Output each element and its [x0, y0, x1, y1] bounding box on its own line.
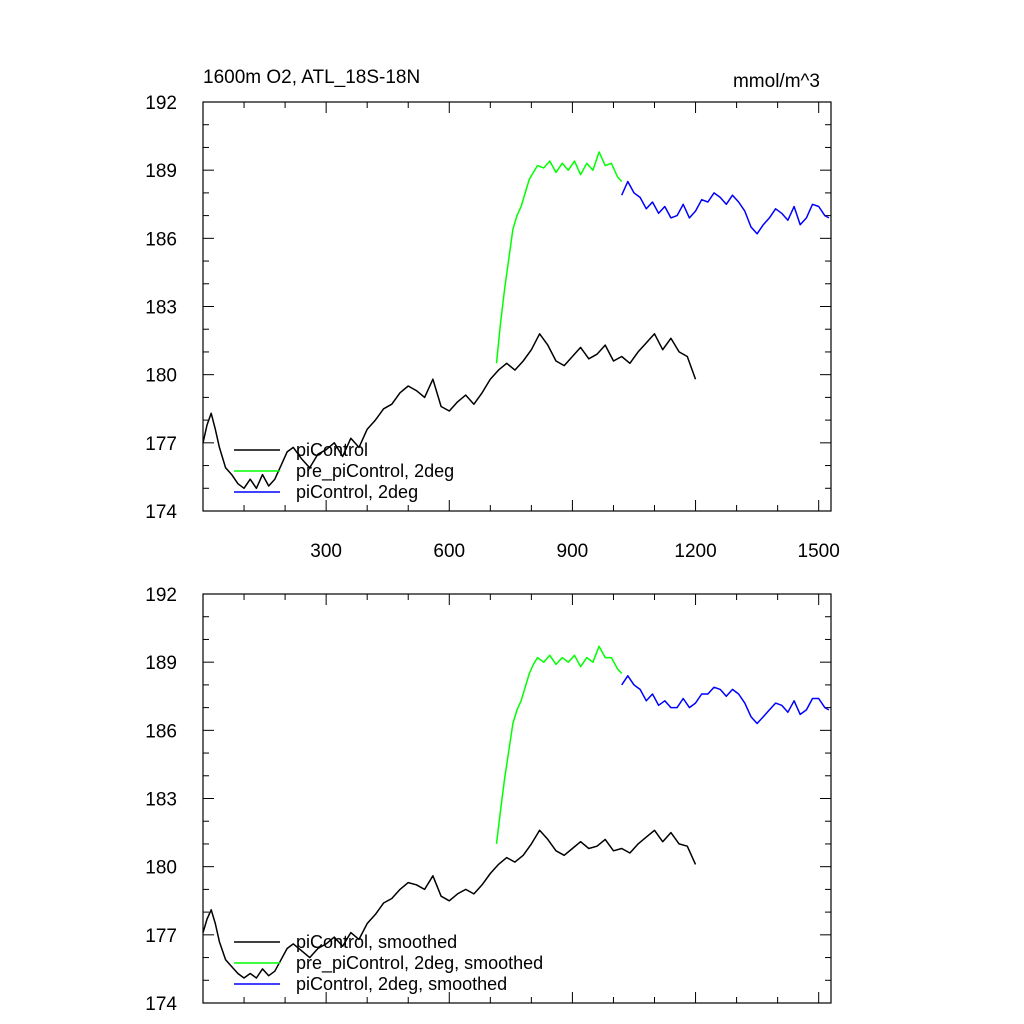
series-line-picontrol-2deg-smoothed — [621, 675, 830, 725]
x-tick-label: 600 — [433, 541, 465, 562]
legend-label: pre_piControl, 2deg, smoothed — [296, 953, 543, 974]
y-tick-label: 183 — [145, 298, 177, 319]
series-line-pre-picontrol-2deg-smoothed — [495, 645, 623, 844]
legend-label: piControl — [296, 440, 368, 460]
units-label: mmol/m^3 — [733, 71, 820, 92]
y-tick-label: 174 — [145, 994, 177, 1015]
series-line-picontrol — [202, 333, 697, 490]
y-tick-label: 180 — [145, 366, 177, 387]
legend-label: piControl, 2deg, smoothed — [296, 974, 507, 994]
y-tick-label: 192 — [145, 93, 177, 114]
y-tick-label: 177 — [145, 926, 177, 947]
y-tick-label: 189 — [145, 161, 177, 182]
y-tick-label: 186 — [145, 229, 177, 250]
y-tick-label: 186 — [145, 721, 177, 742]
y-tick-label: 180 — [145, 858, 177, 879]
x-tick-label: 1500 — [798, 541, 840, 562]
x-tick-label: 1200 — [674, 541, 716, 562]
y-tick-label: 192 — [145, 585, 177, 606]
y-tick-label: 174 — [145, 502, 177, 523]
legend-label: piControl, smoothed — [296, 932, 457, 952]
series-line-picontrol-smoothed — [202, 829, 697, 979]
x-tick-label: 900 — [557, 541, 589, 562]
series-line-pre-picontrol-2deg — [495, 151, 623, 364]
y-tick-label: 177 — [145, 434, 177, 455]
y-tick-label: 183 — [145, 790, 177, 811]
bottom-panel: 174 177 180 183 186 189 192 piControl, smoothed… — [145, 585, 832, 1015]
top-panel: 174 177 180 183 186 189 192 300 600 900 1200 1500 pi… — [145, 93, 840, 562]
series-line-picontrol-2deg — [621, 180, 830, 235]
y-tick-label: 189 — [145, 653, 177, 674]
legend-label: piControl, 2deg — [296, 482, 418, 502]
legend-label: pre_piControl, 2deg — [296, 461, 454, 482]
chart-title: 1600m O2, ATL_18S-18N — [203, 67, 420, 88]
x-tick-label: 300 — [310, 541, 342, 562]
